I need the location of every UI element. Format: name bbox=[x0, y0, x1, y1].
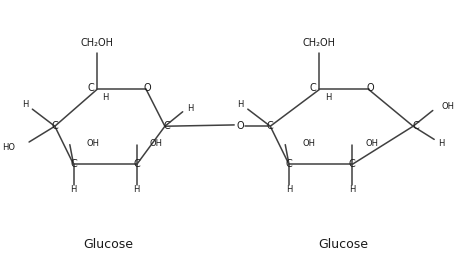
Text: HO: HO bbox=[2, 143, 15, 152]
Text: C: C bbox=[164, 121, 171, 131]
Text: C: C bbox=[52, 121, 58, 131]
Text: H: H bbox=[102, 93, 109, 102]
Text: H: H bbox=[286, 185, 292, 194]
Text: OH: OH bbox=[87, 139, 100, 148]
Text: CH₂OH: CH₂OH bbox=[303, 38, 336, 48]
Text: C: C bbox=[133, 159, 140, 169]
Text: H: H bbox=[237, 100, 244, 109]
Text: CH₂OH: CH₂OH bbox=[81, 38, 113, 48]
Text: Glucose: Glucose bbox=[84, 238, 134, 251]
Text: O: O bbox=[366, 83, 374, 93]
Text: C: C bbox=[267, 121, 273, 131]
Text: C: C bbox=[286, 159, 292, 169]
Text: H: H bbox=[187, 104, 194, 113]
Text: H: H bbox=[134, 185, 140, 194]
Text: C: C bbox=[88, 83, 94, 93]
Text: Glucose: Glucose bbox=[318, 238, 368, 251]
Text: C: C bbox=[412, 121, 419, 131]
Text: O: O bbox=[144, 83, 151, 93]
Text: H: H bbox=[325, 93, 331, 102]
Text: O: O bbox=[236, 121, 244, 131]
Text: OH: OH bbox=[302, 139, 315, 148]
Text: C: C bbox=[70, 159, 77, 169]
Text: C: C bbox=[310, 83, 317, 93]
Text: OH: OH bbox=[150, 139, 163, 148]
Text: OH: OH bbox=[365, 139, 378, 148]
Text: H: H bbox=[438, 139, 445, 148]
Text: H: H bbox=[70, 185, 77, 194]
Text: H: H bbox=[349, 185, 356, 194]
Text: OH: OH bbox=[441, 102, 454, 111]
Text: H: H bbox=[22, 100, 28, 109]
Text: C: C bbox=[349, 159, 356, 169]
